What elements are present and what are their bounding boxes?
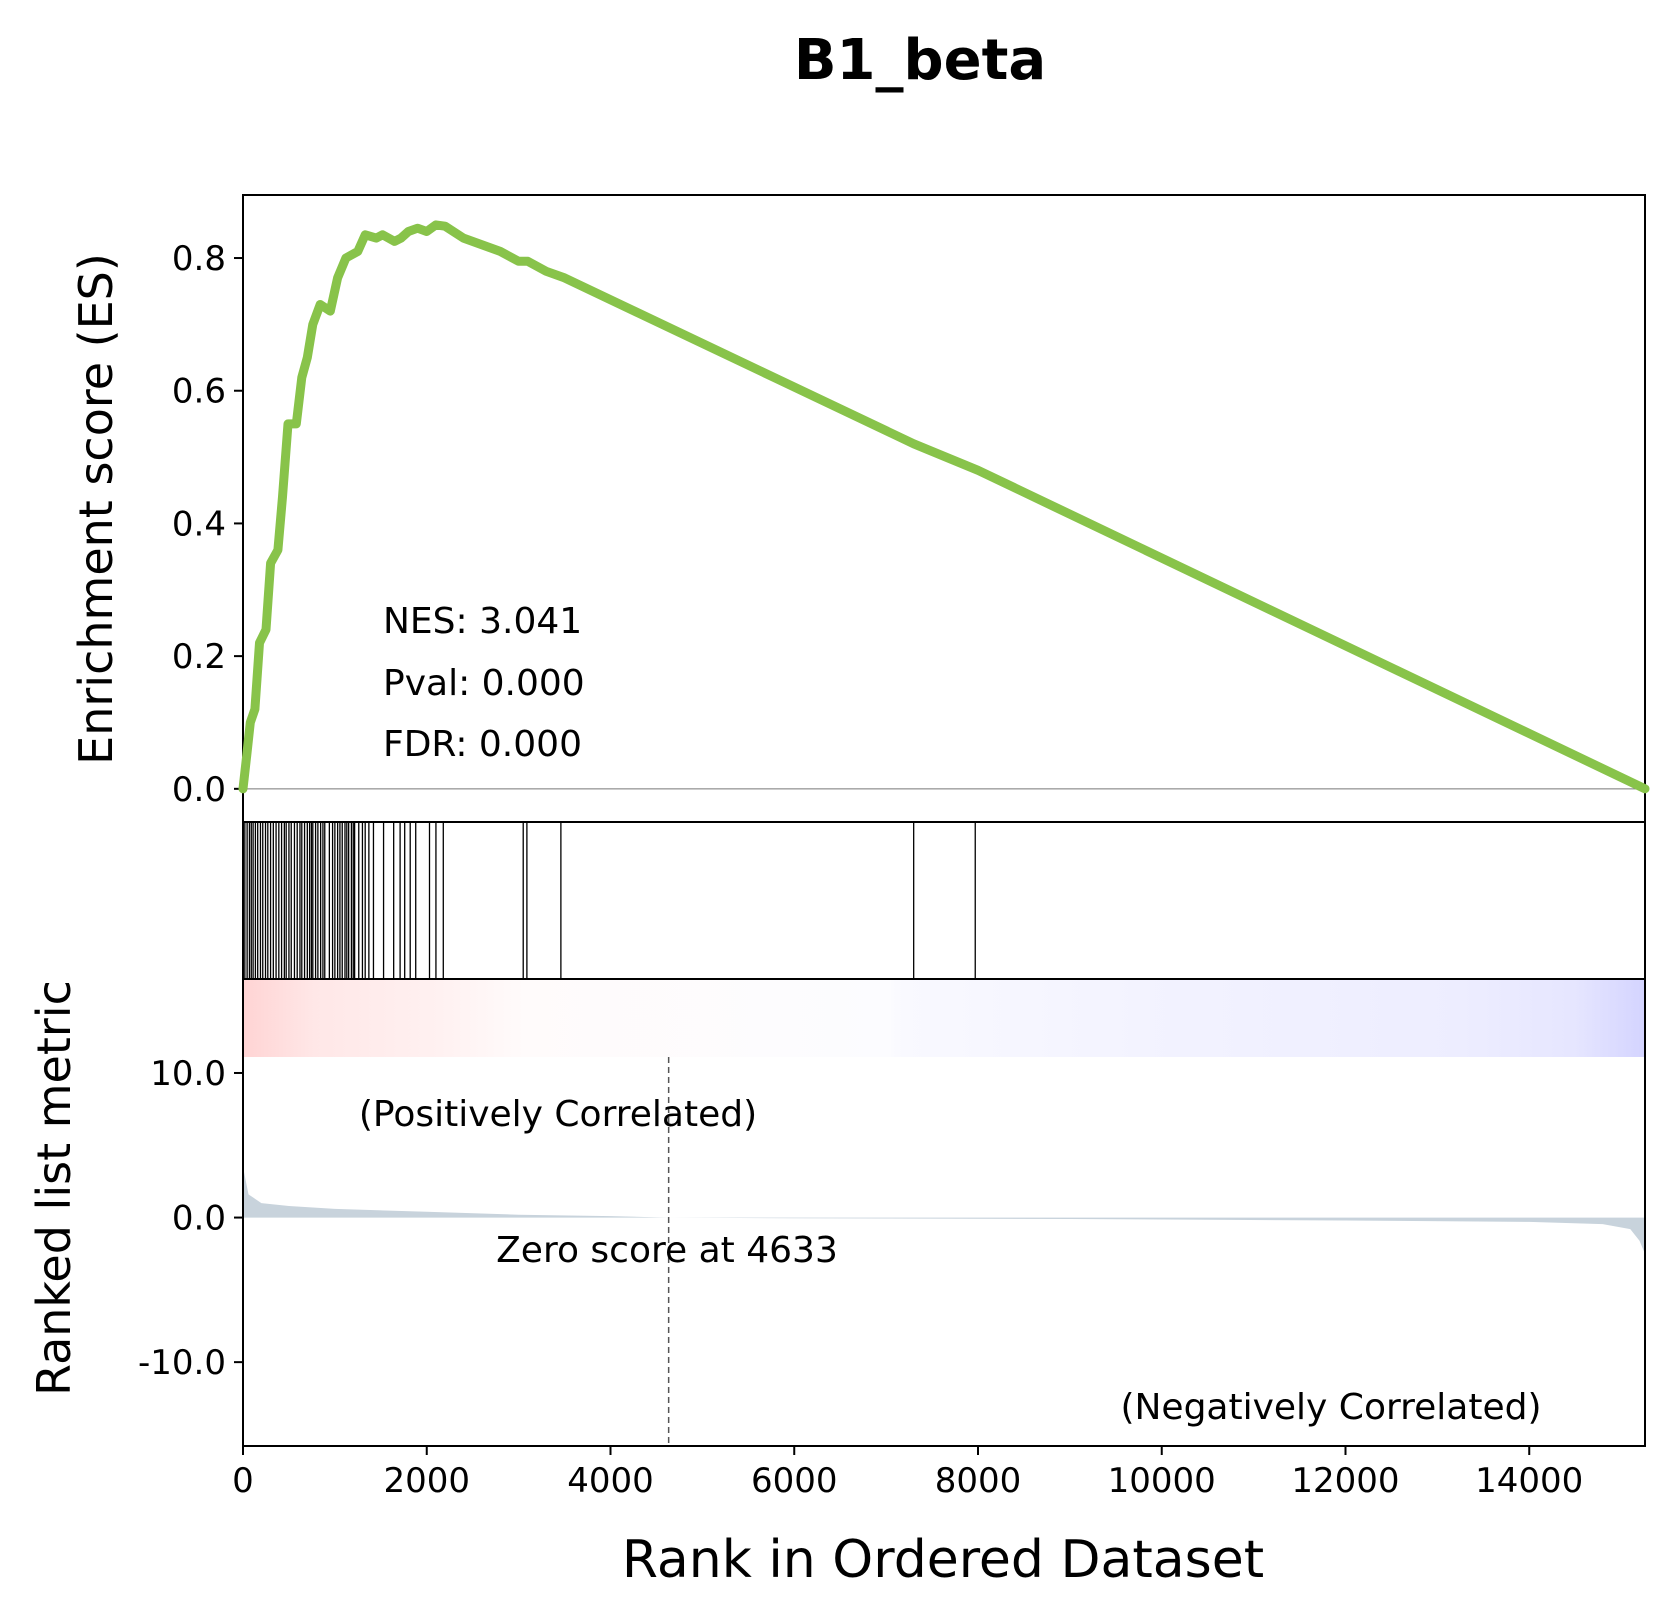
es-y-axis: 0.0 0.2 0.4 0.6 0.8 (172, 239, 243, 810)
metric-y-axis-label: Ranked list metric (27, 980, 81, 1396)
hits-panel (242, 821, 1646, 980)
hits-panel-frame (242, 821, 1646, 980)
x-tick-label: 12000 (1291, 1461, 1399, 1501)
metric-y-tick-label: 10.0 (150, 1054, 226, 1094)
es-y-tick-label: 0.2 (172, 637, 226, 677)
metric-y-tick-label: 0.0 (172, 1199, 226, 1239)
es-y-axis-label: Enrichment score (ES) (69, 253, 123, 765)
es-panel: 0.0 0.2 0.4 0.6 0.8 NES: 3.041 Pval: 0.000 F… (69, 194, 1650, 823)
hit-lines (244, 822, 976, 979)
es-y-tick-label: 0.6 (172, 372, 226, 412)
metric-y-axis: 10.0 0.0 -10.0 (138, 1054, 243, 1383)
metric-panel: 10.0 0.0 -10.0 (Positively Correlated) Zer… (27, 978, 1646, 1447)
negatively-correlated-label: (Negatively Correlated) (1120, 1387, 1541, 1428)
x-tick-label: 4000 (567, 1461, 654, 1501)
x-tick-label: 6000 (751, 1461, 838, 1501)
x-tick-label: 10000 (1108, 1461, 1216, 1501)
pval-stat: Pval: 0.000 (383, 663, 585, 704)
es-y-tick-label: 0.8 (172, 239, 226, 279)
positively-correlated-label: (Positively Correlated) (359, 1094, 757, 1135)
x-axis-label: Rank in Ordered Dataset (622, 1530, 1264, 1590)
zero-score-label: Zero score at 4633 (496, 1230, 838, 1271)
es-y-tick-label: 0.4 (172, 504, 226, 544)
x-tick-label: 2000 (383, 1461, 470, 1501)
x-tick-label: 14000 (1475, 1461, 1583, 1501)
x-axis: 0 2000 4000 6000 8000 10000 12000 14000 (232, 1446, 1583, 1501)
x-tick-label: 8000 (935, 1461, 1022, 1501)
es-y-tick-label: 0.0 (172, 770, 226, 810)
metric-y-tick-label: -10.0 (138, 1343, 226, 1383)
chart-title: B1_beta (794, 28, 1046, 93)
es-curve (238, 220, 1650, 794)
nes-stat: NES: 3.041 (383, 601, 582, 642)
x-tick-label: 0 (232, 1461, 254, 1501)
rank-gradient-bar (244, 979, 1644, 1057)
fdr-stat: FDR: 0.000 (383, 724, 582, 765)
metric-area (243, 1167, 1645, 1254)
